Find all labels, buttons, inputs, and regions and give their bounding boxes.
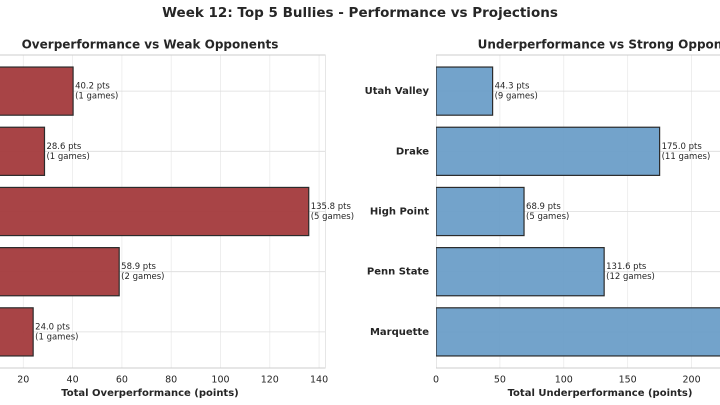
games-label: (9 games) — [495, 92, 538, 102]
chart-title: Overperformance vs Weak Opponents — [22, 38, 279, 52]
games-label: (5 games) — [311, 212, 354, 222]
value-label: 175.0 pts — [662, 142, 703, 152]
plot-frame — [0, 54, 326, 369]
x-axis-label: Total Overperformance (points) — [61, 388, 239, 399]
value-label: 131.6 pts — [606, 262, 647, 272]
value-label: 28.6 pts — [46, 142, 81, 152]
x-tick-label: 0 — [433, 375, 439, 386]
x-axis-label: Total Underperformance (points) — [508, 388, 693, 399]
value-label: 24.0 pts — [35, 322, 70, 332]
plot-area — [0, 54, 326, 369]
x-tick-label: 120 — [261, 375, 279, 386]
value-label: 58.9 pts — [121, 262, 156, 272]
value-label: 68.9 pts — [526, 202, 561, 212]
bar — [0, 126, 46, 176]
category-label: Penn State — [367, 267, 429, 278]
x-tick-label: 100 — [555, 375, 573, 386]
games-label: (12 games) — [606, 272, 655, 282]
games-label: (5 games) — [526, 212, 569, 222]
games-label: (2 games) — [121, 272, 164, 282]
category-label: Marquette — [370, 327, 429, 338]
x-tick-label: 40 — [67, 375, 79, 386]
value-label: 44.3 pts — [495, 82, 530, 92]
x-tick-label: 140 — [310, 375, 328, 386]
x-tick-label: 60 — [116, 375, 128, 386]
plot-frame — [436, 54, 720, 369]
x-tick-label: 150 — [619, 375, 637, 386]
bar — [436, 66, 494, 116]
x-tick-label: 80 — [165, 375, 177, 386]
games-label: (1 games) — [75, 92, 118, 102]
category-label: Utah Valley — [365, 86, 430, 97]
x-tick-label: 100 — [211, 375, 229, 386]
chart-title: Underperformance vs Strong Oppon — [478, 38, 720, 52]
bar — [436, 307, 720, 357]
bar — [436, 126, 661, 176]
category-label: Drake — [396, 146, 429, 157]
bar — [0, 247, 120, 297]
bar — [0, 307, 34, 357]
bar — [0, 186, 310, 237]
games-label: (1 games) — [35, 332, 78, 342]
plot-area — [436, 54, 720, 369]
category-label: High Point — [370, 207, 429, 218]
value-label: 135.8 pts — [311, 202, 352, 212]
x-tick-label: 200 — [682, 375, 700, 386]
games-label: (11 games) — [662, 152, 711, 162]
games-label: (1 games) — [46, 152, 89, 162]
bar — [436, 247, 605, 297]
x-tick-label: 20 — [17, 375, 29, 386]
figure-title: Week 12: Top 5 Bullies - Performance vs … — [162, 5, 558, 21]
bar — [436, 186, 525, 237]
x-tick-label: 50 — [494, 375, 506, 386]
bar — [0, 66, 74, 116]
value-label: 40.2 pts — [75, 82, 110, 92]
